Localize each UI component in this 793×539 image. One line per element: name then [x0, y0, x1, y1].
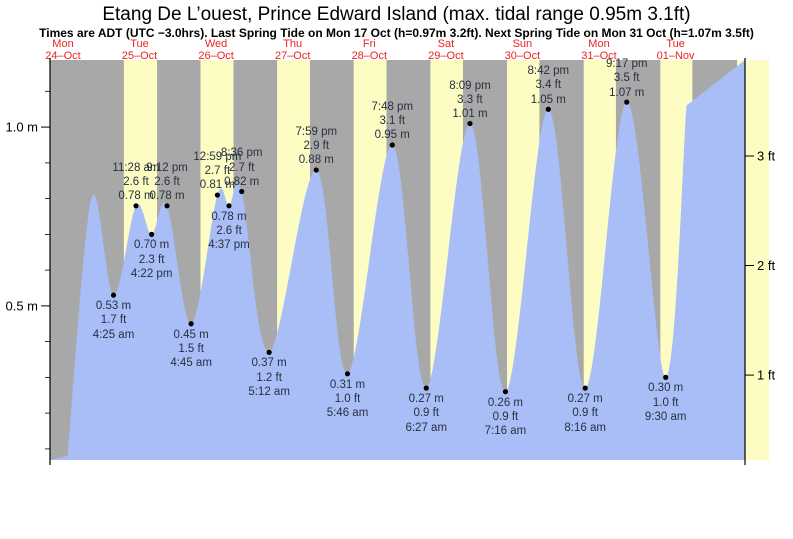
- svg-text:0.5 m: 0.5 m: [5, 298, 38, 313]
- svg-text:1 ft: 1 ft: [757, 368, 775, 383]
- svg-text:2 ft: 2 ft: [757, 258, 775, 273]
- svg-text:3 ft: 3 ft: [757, 148, 775, 163]
- svg-text:1.0 m: 1.0 m: [5, 120, 38, 135]
